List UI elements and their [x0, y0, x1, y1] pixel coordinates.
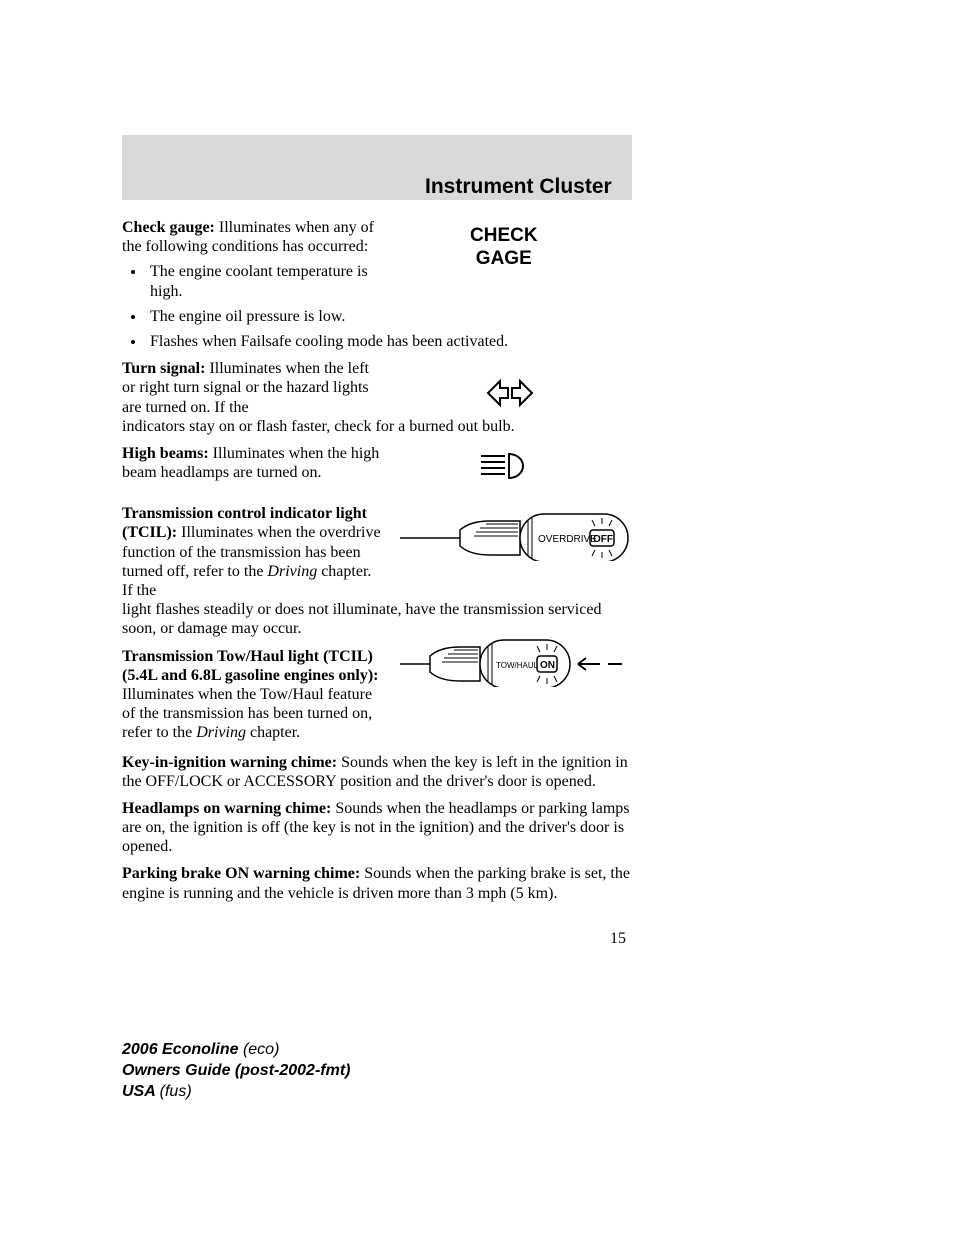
high-beams-label: High beams:: [122, 445, 209, 462]
footer-line1: 2006 Econoline (eco): [122, 1040, 350, 1061]
turn-signal-label: Turn signal:: [122, 360, 205, 377]
check-gauge-label: Check gauge:: [122, 219, 215, 236]
footer-line3: USA (fus): [122, 1082, 350, 1103]
tcil-overdrive-para-b: light flashes steadily or does not illum…: [122, 600, 632, 638]
footer: 2006 Econoline (eco) Owners Guide (post-…: [122, 1040, 350, 1102]
bullet-item: Flashes when Failsafe cooling mode has b…: [146, 332, 632, 351]
tcil-towhaul-label: Transmission Tow/Haul light (TCIL) (5.4L…: [122, 648, 379, 684]
footer-fus: (fus): [160, 1083, 192, 1100]
tcil-towhaul-para: Transmission Tow/Haul light (TCIL) (5.4L…: [122, 647, 382, 743]
footer-eco: (eco): [243, 1041, 279, 1058]
check-gauge-bullets: The engine coolant temperature is high. …: [146, 262, 632, 351]
tcil-towhaul-driving: Driving: [196, 724, 246, 741]
bullet-item: The engine oil pressure is low.: [146, 307, 632, 326]
tcil-overdrive-para-a: Transmission control indicator light (TC…: [122, 504, 382, 600]
key-chime-label: Key-in-ignition warning chime:: [122, 754, 337, 771]
turn-signal-para-a: Turn signal: Illuminates when the left o…: [122, 359, 382, 417]
bullet-item: The engine coolant temperature is high.: [146, 262, 386, 300]
high-beams-para: High beams: Illuminates when the high be…: [122, 444, 382, 482]
turn-signal-para-b: indicators stay on or flash faster, chec…: [122, 417, 632, 436]
page-number: 15: [610, 930, 626, 948]
footer-line2: Owners Guide (post-2002-fmt): [122, 1061, 350, 1082]
tcil-overdrive-driving: Driving: [267, 563, 317, 580]
tcil-towhaul-body-b: chapter.: [246, 724, 300, 741]
check-gauge-para: Check gauge: Illuminates when any of the…: [122, 218, 382, 256]
parking-brake-chime-para: Parking brake ON warning chime: Sounds w…: [122, 864, 632, 902]
headlamps-chime-para: Headlamps on warning chime: Sounds when …: [122, 799, 632, 857]
headlamps-chime-label: Headlamps on warning chime:: [122, 800, 331, 817]
key-chime-para: Key-in-ignition warning chime: Sounds wh…: [122, 753, 632, 791]
footer-vehicle: 2006 Econoline: [122, 1041, 243, 1058]
body-content: Check gauge: Illuminates when any of the…: [122, 218, 632, 911]
footer-usa: USA: [122, 1083, 160, 1100]
section-title: Instrument Cluster: [425, 175, 612, 199]
parking-brake-chime-label: Parking brake ON warning chime:: [122, 865, 360, 882]
